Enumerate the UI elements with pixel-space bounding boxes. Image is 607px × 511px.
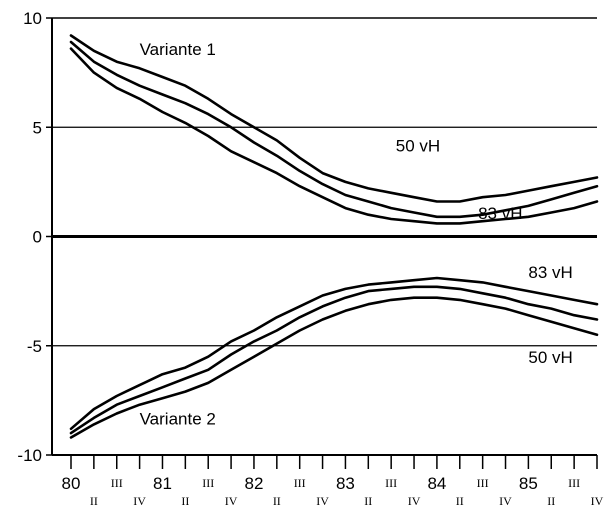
x-year-label: 83 — [336, 474, 355, 493]
reference-lines — [52, 126, 597, 347]
annotation-label: 83 vH — [528, 263, 572, 282]
x-quarter-label: III — [477, 476, 489, 490]
series-lines — [69, 34, 599, 439]
x-quarter-label: II — [273, 494, 281, 508]
y-tick-label: -5 — [27, 337, 42, 356]
y-tick-label: 10 — [23, 9, 42, 28]
x-quarter-label: IV — [591, 494, 604, 508]
x-year-label: 81 — [153, 474, 172, 493]
x-quarter-label: IV — [499, 494, 512, 508]
annotations: Variante 1 50 vH 83 vH 83 vH 50 vH Variante 2 — [140, 40, 573, 428]
y-axis: 10 5 0 -5 -10 — [17, 9, 52, 465]
series-line-2 — [69, 40, 599, 219]
annotation-label: 50 vH — [396, 136, 440, 155]
series-line-6 — [69, 296, 599, 439]
x-quarter-label: IV — [225, 494, 238, 508]
x-quarter-label: III — [111, 476, 123, 490]
x-quarter-label: II — [456, 494, 464, 508]
x-quarter-label: IV — [133, 494, 146, 508]
x-year-label: 80 — [62, 474, 81, 493]
y-tick-label: -10 — [17, 446, 42, 465]
x-quarter-label: IV — [316, 494, 329, 508]
x-year-label: 82 — [244, 474, 263, 493]
annotation-label: 83 vH — [478, 204, 522, 223]
x-quarter-label: III — [385, 476, 397, 490]
x-quarter-label: II — [547, 494, 555, 508]
annotation-label: 50 vH — [528, 348, 572, 367]
annotation-label: Variante 2 — [140, 409, 216, 428]
x-quarter-label: II — [90, 494, 98, 508]
x-year-label: 85 — [519, 474, 538, 493]
x-quarter-label: II — [181, 494, 189, 508]
series-line-1 — [69, 34, 599, 203]
x-quarter-label: II — [364, 494, 372, 508]
x-year-label: 84 — [427, 474, 446, 493]
x-quarter-label: III — [294, 476, 306, 490]
x-quarter-label: III — [568, 476, 580, 490]
series-line-3 — [69, 47, 599, 225]
series-line-5 — [69, 285, 599, 435]
series-line-4 — [69, 276, 599, 431]
y-tick-label: 5 — [33, 118, 42, 137]
annotation-label: Variante 1 — [140, 40, 216, 59]
y-tick-label: 0 — [33, 228, 42, 247]
x-quarter-label: IV — [408, 494, 421, 508]
x-quarter-label: III — [202, 476, 214, 490]
